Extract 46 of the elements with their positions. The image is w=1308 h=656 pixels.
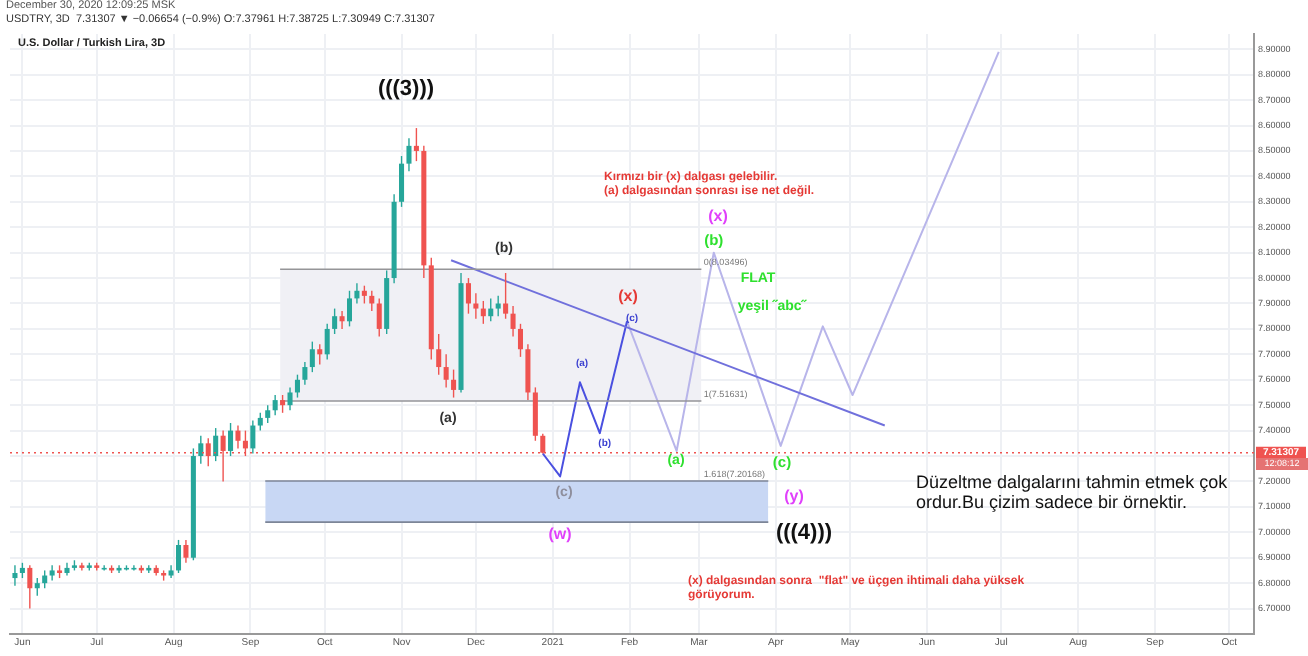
candlestick bbox=[451, 368, 457, 399]
candlestick bbox=[12, 564, 18, 587]
candlestick bbox=[510, 305, 516, 338]
candlestick bbox=[213, 427, 219, 462]
annotation: (x) bbox=[618, 286, 638, 306]
annotation: (y) bbox=[784, 486, 804, 506]
annotation: Düzeltme dalgalarını tahmin etmek çok ordur.Bu çizim sadece bir örnektir. bbox=[916, 472, 1228, 514]
candlestick bbox=[532, 386, 538, 442]
candlestick bbox=[443, 353, 449, 389]
candlestick bbox=[198, 435, 204, 465]
candlestick bbox=[294, 373, 300, 399]
annotation: (((3))) bbox=[377, 77, 435, 103]
candlestick bbox=[495, 295, 501, 317]
candlestick bbox=[272, 394, 278, 417]
candlestick bbox=[473, 292, 479, 320]
annotation: (w) bbox=[548, 524, 572, 544]
candlestick bbox=[399, 155, 405, 208]
candlestick bbox=[250, 419, 256, 455]
candlestick bbox=[465, 277, 471, 315]
candlestick bbox=[517, 323, 524, 358]
candlestick bbox=[488, 297, 494, 322]
candlestick bbox=[503, 272, 509, 320]
candlestick bbox=[302, 361, 308, 386]
candlestick bbox=[525, 343, 531, 401]
candlestick bbox=[317, 343, 323, 366]
candlestick bbox=[332, 307, 338, 335]
candlestick bbox=[369, 290, 375, 312]
candlestick bbox=[413, 127, 419, 162]
candlestick bbox=[339, 310, 345, 330]
candlestick bbox=[480, 300, 486, 325]
candlestick bbox=[175, 539, 182, 574]
annotation: (x) bbox=[708, 206, 728, 226]
candlestick bbox=[376, 297, 382, 338]
candlestick bbox=[436, 333, 442, 376]
candlestick bbox=[354, 282, 360, 305]
candlestick bbox=[235, 424, 241, 450]
annotation: (((4))) bbox=[775, 521, 833, 547]
candlestick bbox=[49, 564, 55, 582]
candlestick bbox=[309, 340, 315, 373]
candlestick bbox=[346, 290, 353, 328]
candlestick bbox=[406, 137, 412, 172]
candlestick bbox=[27, 564, 33, 610]
candlestick bbox=[287, 386, 293, 411]
candlestick bbox=[228, 422, 234, 457]
candlestick bbox=[183, 539, 189, 564]
candlestick bbox=[324, 323, 330, 361]
